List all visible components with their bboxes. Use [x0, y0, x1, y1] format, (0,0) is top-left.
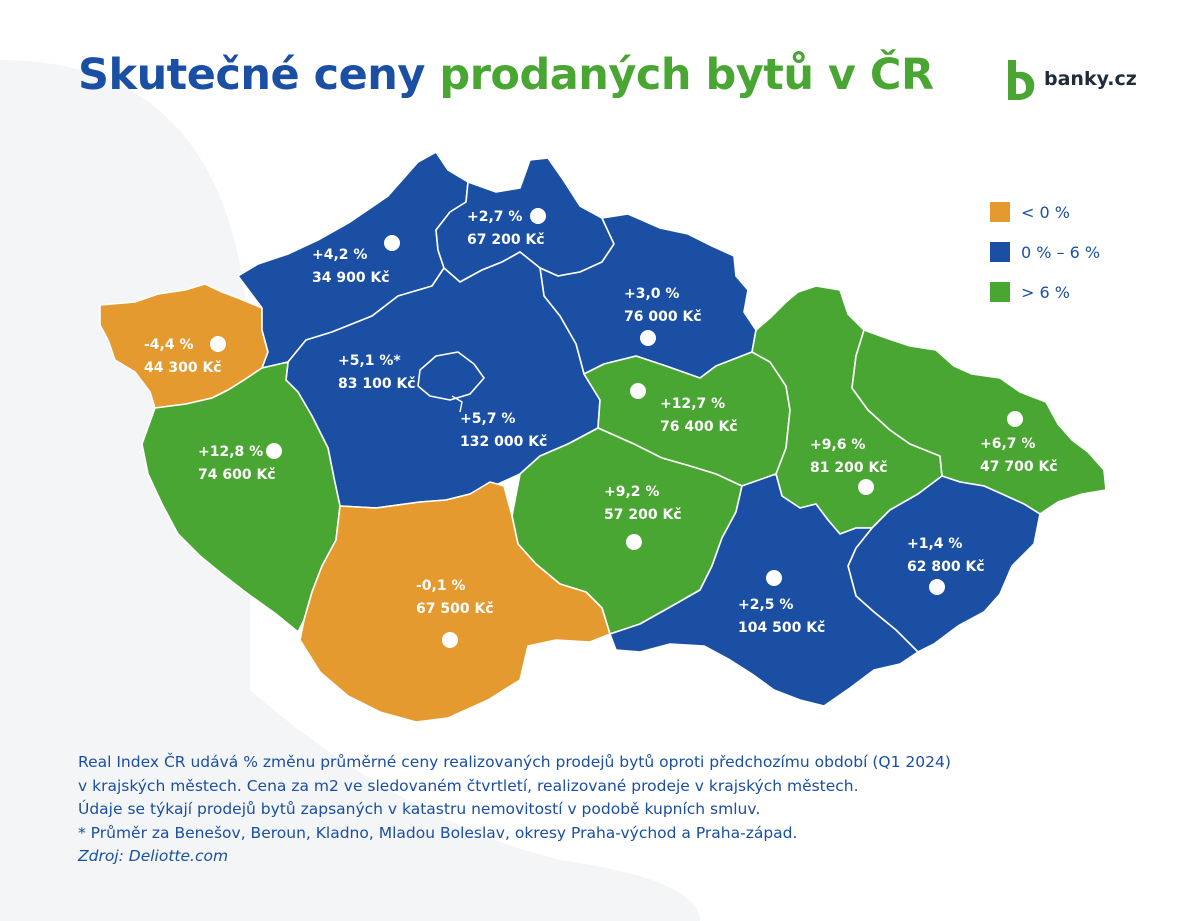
- region-label-stredocesky: +5,1 %* 83 100 Kč: [338, 350, 416, 396]
- region-jihocesky[interactable]: [299, 481, 611, 723]
- banky-logo-icon: [1008, 60, 1035, 100]
- city-marker: [640, 330, 656, 346]
- city-marker: [442, 632, 458, 648]
- footer-line: Real Index ČR udává % změnu průměrné cen…: [78, 753, 951, 771]
- region-label-jihocesky: -0,1 % 67 500 Kč: [416, 575, 494, 621]
- legend-item-negative: < 0 %: [990, 192, 1100, 232]
- city-marker: [384, 235, 400, 251]
- price-value: 76 000 Kč: [624, 309, 702, 325]
- city-marker: [626, 534, 642, 550]
- city-marker: [630, 383, 646, 399]
- region-label-zlinsky: +1,4 % 62 800 Kč: [907, 533, 985, 579]
- region-label-ustecky: +4,2 % 34 900 Kč: [312, 244, 390, 290]
- legend-label: > 6 %: [1021, 282, 1070, 302]
- title-part-2: prodaných bytů v ČR: [439, 50, 934, 100]
- change-value: -0,1 %: [416, 578, 466, 594]
- praha-leader-line: [451, 395, 463, 413]
- region-praha[interactable]: [417, 351, 485, 401]
- price-value: 47 700 Kč: [980, 459, 1058, 475]
- footer-source: Zdroj: Deliotte.com: [78, 847, 229, 865]
- city-marker: [266, 443, 282, 459]
- change-value: +5,1 %*: [338, 353, 401, 369]
- price-value: 132 000 Kč: [460, 434, 548, 450]
- legend-label: 0 % – 6 %: [1021, 242, 1101, 262]
- city-marker: [1007, 411, 1023, 427]
- change-value: -4,4 %: [144, 337, 194, 353]
- change-value: +2,7 %: [467, 209, 523, 225]
- region-label-plzensky: +12,8 % 74 600 Kč: [198, 441, 276, 487]
- city-marker: [210, 336, 226, 352]
- change-value: +9,6 %: [810, 437, 866, 453]
- change-value: +3,0 %: [624, 286, 680, 302]
- price-value: 76 400 Kč: [660, 419, 738, 435]
- legend-swatch-low: [990, 242, 1010, 262]
- price-value: 74 600 Kč: [198, 467, 276, 483]
- region-label-moravskoslezsky: +6,7 % 47 700 Kč: [980, 433, 1058, 479]
- region-label-liberecky: +2,7 % 67 200 Kč: [467, 206, 545, 252]
- price-value: 62 800 Kč: [907, 559, 985, 575]
- logo-text: banky.cz: [1044, 68, 1137, 90]
- change-value: +5,7 %: [460, 411, 516, 427]
- city-marker: [929, 579, 945, 595]
- change-value: +12,7 %: [660, 396, 726, 412]
- city-marker: [858, 479, 874, 495]
- footer-line: v krajských městech. Cena za m2 ve sledo…: [78, 776, 859, 795]
- change-value: +2,5 %: [738, 597, 794, 613]
- footer-line: * Průměr za Benešov, Beroun, Kladno, Mla…: [78, 823, 798, 842]
- region-jihomoravsky[interactable]: [609, 473, 919, 707]
- region-label-pardubicky: +12,7 % 76 400 Kč: [660, 393, 738, 439]
- region-label-kralovehradecky: +3,0 % 76 000 Kč: [624, 283, 702, 329]
- price-value: 83 100 Kč: [338, 376, 416, 392]
- region-label-praha: +5,7 % 132 000 Kč: [460, 408, 547, 454]
- price-value: 81 200 Kč: [810, 460, 888, 476]
- legend: < 0 % 0 % – 6 % > 6 %: [990, 192, 1100, 312]
- price-value: 44 300 Kč: [144, 360, 222, 376]
- region-label-vysocina: +9,2 % 57 200 Kč: [604, 481, 682, 527]
- region-label-karlovarsky: -4,4 % 44 300 Kč: [144, 334, 222, 380]
- change-value: +4,2 %: [312, 247, 368, 263]
- price-value: 104 500 Kč: [738, 620, 826, 636]
- change-value: +6,7 %: [980, 436, 1036, 452]
- region-label-jihomoravsky: +2,5 % 104 500 Kč: [738, 594, 825, 640]
- footer-line: Údaje se týkají prodejů bytů zapsaných v…: [78, 800, 761, 818]
- price-value: 34 900 Kč: [312, 270, 390, 286]
- legend-swatch-high: [990, 282, 1010, 302]
- change-value: +1,4 %: [907, 536, 963, 552]
- change-value: +9,2 %: [604, 484, 660, 500]
- price-value: 67 200 Kč: [467, 232, 545, 248]
- page-title: Skutečné ceny prodaných bytů v ČR: [78, 50, 934, 100]
- change-value: +12,8 %: [198, 444, 264, 460]
- legend-swatch-negative: [990, 202, 1010, 222]
- city-marker: [766, 570, 782, 586]
- legend-item-low: 0 % – 6 %: [990, 232, 1100, 272]
- title-part-1: Skutečné ceny: [78, 50, 425, 100]
- footer-notes: Real Index ČR udává % změnu průměrné cen…: [78, 751, 1158, 869]
- city-marker: [530, 208, 546, 224]
- legend-item-high: > 6 %: [990, 272, 1100, 312]
- region-moravskoslezsky[interactable]: [851, 329, 1107, 515]
- region-label-olomoucky: +9,6 % 81 200 Kč: [810, 434, 888, 480]
- price-value: 57 200 Kč: [604, 507, 682, 523]
- banky-logo: banky.cz: [1004, 58, 1144, 102]
- legend-label: < 0 %: [1021, 202, 1070, 222]
- price-value: 67 500 Kč: [416, 601, 494, 617]
